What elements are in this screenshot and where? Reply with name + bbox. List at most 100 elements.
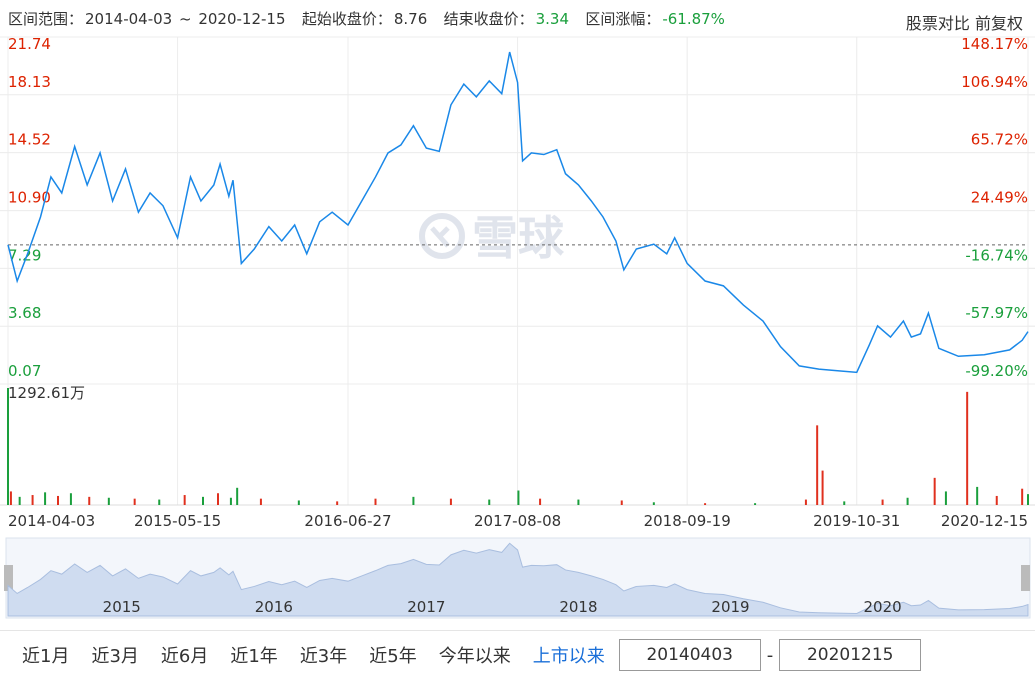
y2-tick-label: 24.49%: [971, 188, 1028, 206]
volume-bar: [57, 495, 59, 505]
range-button[interactable]: 近6月: [160, 646, 209, 667]
end-label: 结束收盘价：: [443, 10, 534, 28]
volume-bar: [804, 499, 807, 505]
y-tick-label: 21.74: [8, 35, 51, 53]
navigator-year: 2017: [407, 598, 445, 616]
volume-bar: [297, 500, 300, 505]
volume-bar: [336, 501, 339, 505]
change-label: 区间涨幅：: [585, 10, 661, 28]
volume-bar: [158, 499, 161, 505]
volume-bar: [217, 493, 219, 505]
navigator-area: [7, 542, 1029, 617]
start-input[interactable]: 20140403: [618, 639, 761, 671]
adjust[interactable]: 前复权: [974, 14, 1023, 33]
volume-bar: [754, 503, 757, 505]
range-button[interactable]: 近3年: [299, 646, 348, 667]
start-price: 8.76: [393, 10, 428, 28]
range-label: 区间范围：: [8, 10, 84, 28]
input-sep: -: [766, 644, 774, 666]
x-tick-label: 2015-05-15: [134, 512, 221, 530]
volume-bar: [236, 487, 239, 505]
range-button[interactable]: 近3月: [91, 646, 139, 667]
end-price: 3.34: [535, 10, 569, 28]
volume-bar: [88, 496, 91, 505]
x-tick-label: 2019-10-31: [813, 512, 900, 530]
navigator-year: 2019: [711, 598, 749, 616]
start-label: 起始收盘价：: [301, 10, 392, 28]
volume-bar: [577, 499, 580, 505]
nav-handle[interactable]: [1021, 565, 1030, 591]
x-tick-label: 2014-04-03: [8, 512, 95, 530]
volume-bar: [412, 496, 415, 505]
navigator-year: 2015: [103, 598, 141, 616]
volume-bar: [620, 500, 623, 505]
y2-tick-label: 148.17%: [961, 35, 1028, 53]
y-tick-label: 0.07: [8, 362, 41, 380]
y2-tick-label: -16.74%: [965, 246, 1028, 264]
volume-bar: [539, 498, 542, 505]
x-tick-label: 2020-12-15: [941, 512, 1028, 530]
volume-bar: [69, 493, 72, 505]
volume-bar: [44, 492, 47, 505]
volume-bar: [843, 501, 846, 505]
volume-bar: [229, 497, 232, 505]
watermark-logo: [419, 213, 465, 259]
range-button[interactable]: 近1月: [22, 646, 70, 667]
volume-bar: [107, 497, 110, 505]
volume-bar: [202, 496, 204, 505]
y2-tick-label: -99.20%: [965, 362, 1028, 380]
volume-max-label: 1292.61万: [8, 384, 85, 402]
volume-bar: [31, 495, 34, 505]
price-line: [7, 51, 1029, 374]
range-end: 2020-12-15: [198, 10, 286, 28]
compare[interactable]: 股票对比: [905, 14, 970, 33]
y2-tick-label: 106.94%: [961, 73, 1028, 91]
volume-bar: [1027, 494, 1029, 505]
volume-bar: [374, 498, 377, 505]
volume-bar: [944, 491, 947, 505]
volume-bar: [1021, 488, 1024, 505]
chart: 雪球 0.07 3.68 7.29 10.90 14.52 18.13 21.74 -99.2…: [0, 35, 1035, 619]
volume-bar: [517, 490, 520, 505]
volume-bar: [18, 496, 21, 505]
x-tick-label: 2016-06-27: [304, 512, 391, 530]
volume-bar: [821, 470, 824, 505]
y2-tick-label: -57.97%: [965, 304, 1028, 322]
volume-bar: [966, 391, 969, 505]
volume-bar: [816, 425, 819, 505]
volume-bar: [259, 498, 262, 505]
volume-bar: [933, 477, 936, 505]
y-tick-label: 3.68: [8, 304, 41, 322]
x-tick-label: 2018-09-19: [644, 512, 731, 530]
header: 区间范围： 2014-04-03 ~ 2020-12-15 起始收盘价： 8.76 …: [8, 8, 727, 29]
range-button[interactable]: 近1年: [230, 646, 278, 667]
x-tick-label: 2017-08-08: [474, 512, 561, 530]
range-button[interactable]: 上市以来: [532, 646, 605, 667]
range-sep: ~: [178, 10, 192, 28]
y-tick-label: 7.29: [8, 246, 41, 264]
header-right: 股票对比 前复权: [906, 10, 1023, 34]
y-tick-label: 14.52: [8, 131, 51, 149]
volume-bar: [704, 503, 707, 505]
volume-bar: [183, 495, 186, 505]
volume-bar: [906, 497, 909, 505]
change: -61.87%: [662, 10, 725, 28]
watermark: 雪球: [472, 211, 565, 265]
navigator-year: 2020: [863, 598, 901, 616]
range-button[interactable]: 近5年: [369, 646, 417, 667]
volume-bar: [995, 495, 998, 505]
navigator-year: 2018: [559, 598, 597, 616]
volume-bar: [488, 499, 491, 505]
end-input[interactable]: 20201215: [779, 639, 922, 671]
y-tick-label: 10.90: [8, 189, 51, 207]
volume-bar: [881, 499, 884, 505]
range-bar: 近1月 近3月 近6月 近1年 近3年 近5年 今年以来 上市以来 20140403-20201…: [0, 630, 1035, 679]
y-tick-label: 18.13: [8, 73, 51, 91]
volume-bar: [7, 388, 9, 505]
y2-tick-label: 65.72%: [971, 131, 1028, 149]
range-start: 2014-04-03: [85, 10, 173, 28]
range-button[interactable]: 今年以来: [438, 646, 511, 667]
volume-bar: [652, 502, 655, 505]
nav-handle[interactable]: [4, 565, 13, 591]
